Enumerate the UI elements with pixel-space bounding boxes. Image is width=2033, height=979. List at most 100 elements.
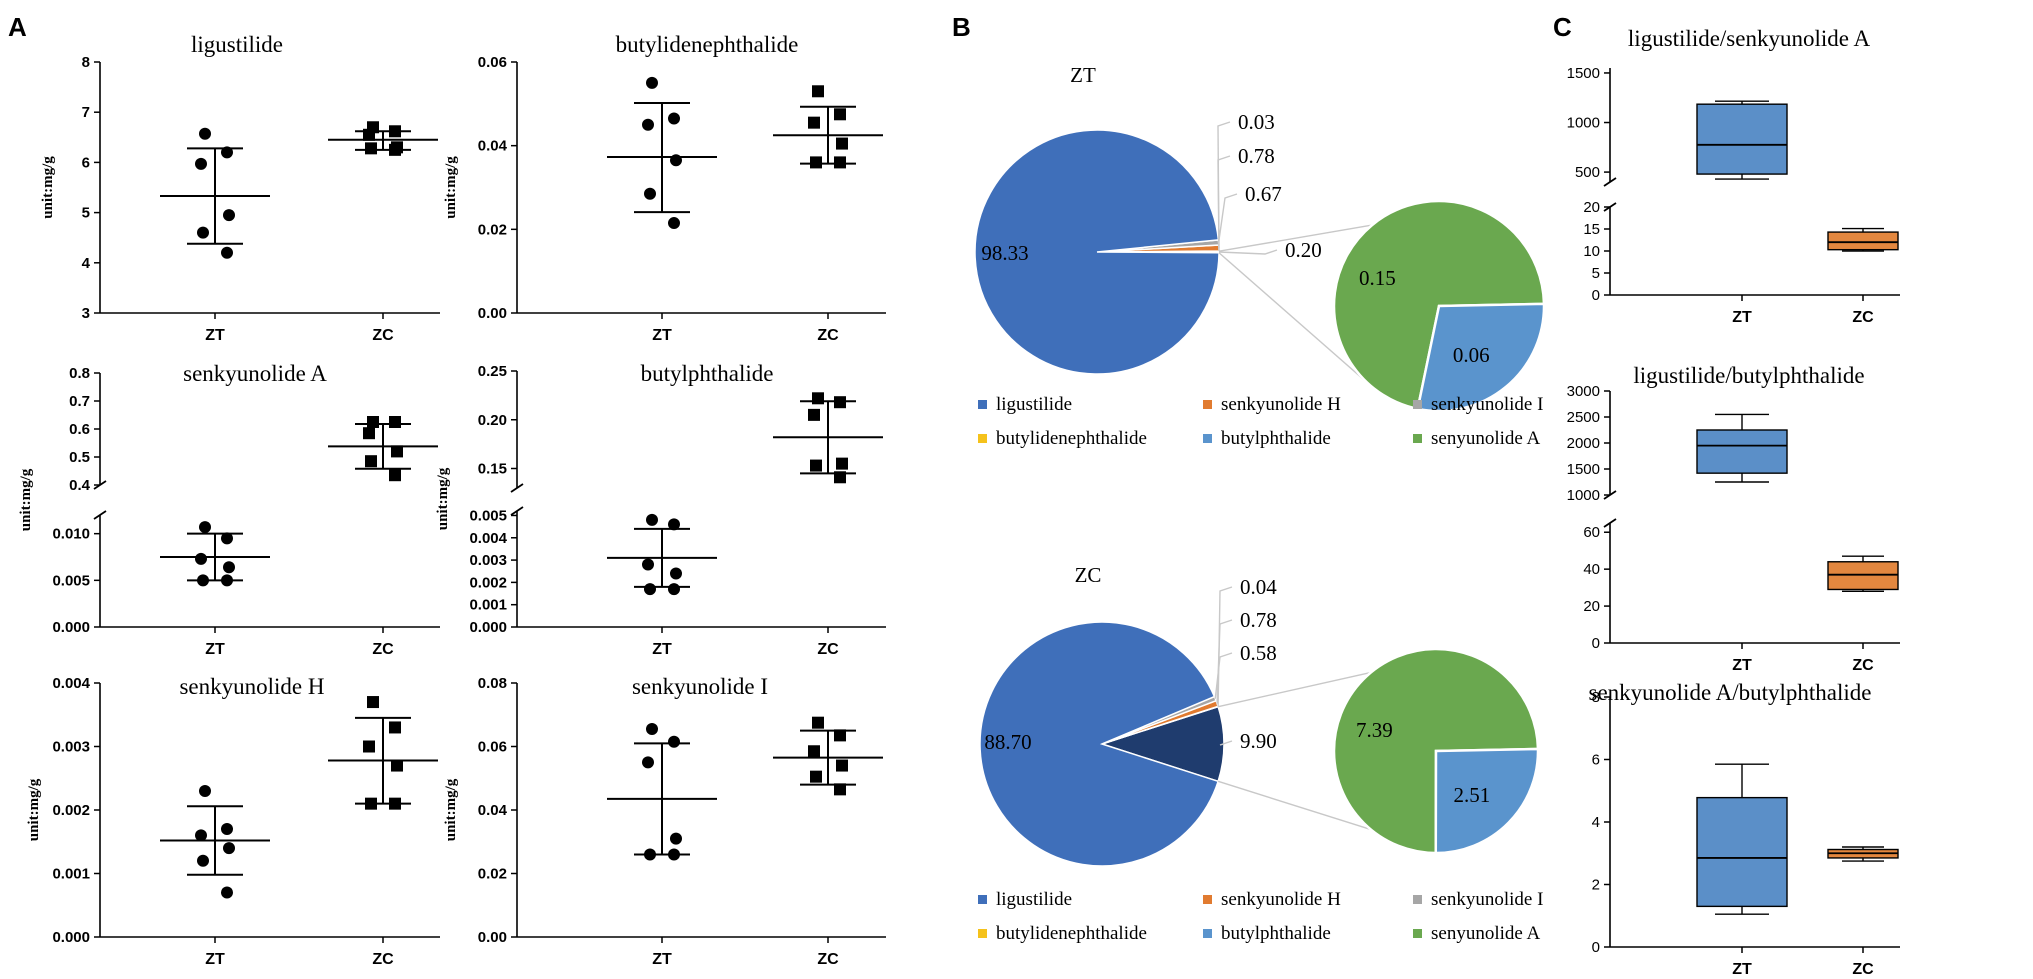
data-point: [642, 756, 654, 769]
legend-swatch: [978, 434, 987, 443]
y-tick-label: 0.20: [478, 412, 507, 429]
data-point: [668, 518, 680, 531]
data-point: [668, 735, 680, 748]
y-tick-label: 0.8: [69, 365, 90, 382]
box-chart-ratio3: senkyunolide A/butylphthalide 0 2 4 6 8 ZT ZC: [1589, 680, 1900, 978]
leader-line: [1218, 249, 1278, 255]
y-tick-label: 0.6: [69, 421, 90, 438]
axis-break-mark: [93, 510, 107, 520]
y-tick-label: 1500: [1567, 65, 1600, 82]
data-point: [223, 842, 235, 855]
legend-swatch: [978, 929, 987, 938]
legend-swatch: [978, 895, 987, 904]
leader-line: [1219, 740, 1233, 746]
chart-title: butylphthalide: [641, 361, 774, 386]
data-point: [810, 770, 822, 783]
chart-title: senkyunolide A: [183, 361, 327, 386]
pie-slice-ligustilide: [974, 129, 1220, 375]
data-point: [836, 759, 848, 772]
legend-label: senkyunolide I: [1431, 889, 1543, 910]
leader-line: [1214, 652, 1233, 699]
y-tick-label: 0.003: [469, 552, 507, 569]
y-tick-label: 6: [1592, 752, 1600, 769]
scatter-chart-skI: senkyunolide I 0.00 0.02 0.04 0.06 0.08 unit:m…: [443, 674, 886, 968]
chart-title: ligustilide/butylphthalide: [1633, 363, 1864, 388]
data-point: [834, 156, 846, 169]
x-tick-label: ZT: [652, 327, 672, 344]
legend-swatch: [1203, 434, 1212, 443]
y-tick-label: 0.7: [69, 393, 90, 410]
data-point: [808, 408, 820, 421]
y-tick-label: 1500: [1567, 461, 1600, 478]
box: [1827, 561, 1899, 591]
data-point: [642, 118, 654, 131]
data-point: [644, 187, 656, 200]
panel-letter-b: B: [952, 12, 971, 42]
data-point: [670, 832, 682, 845]
data-point: [199, 127, 211, 140]
axis-break-mark: [1603, 518, 1617, 528]
data-point: [834, 729, 846, 742]
axis-break-mark: [510, 483, 524, 493]
panel-letter-a: A: [8, 12, 27, 42]
data-point: [391, 759, 403, 772]
legend-label: senkyunolide H: [1221, 889, 1341, 910]
pie-legend: ligustilide senkyunolide H senkyunolide I b…: [978, 889, 1543, 944]
legend-label: ligustilide: [996, 394, 1072, 415]
y-tick-label: 0.25: [478, 363, 507, 380]
leader-line: [1217, 586, 1233, 707]
scatter-chart-bp: butylphthalide 0.000 0.001 0.002 0.003 0.004 0…: [435, 361, 886, 658]
legend-swatch: [1413, 434, 1422, 443]
y-tick-label: 0.004: [52, 675, 90, 692]
y-tick-label: 40: [1583, 561, 1600, 578]
box: [1696, 103, 1788, 175]
y-tick-label: 8: [82, 54, 90, 71]
data-point: [365, 142, 377, 155]
pie-value-label: 9.90: [1240, 729, 1277, 753]
y-tick-label: 4: [82, 255, 91, 272]
y-tick-label: 3: [82, 305, 90, 322]
y-tick-label: 2: [1592, 877, 1600, 894]
y-tick-label: 0.00: [478, 929, 507, 946]
data-point: [221, 246, 233, 259]
pie-chart-pieZC: ZC 88.70 0.04 0.78 0.58 9.90 7.39 2.51: [979, 563, 1540, 867]
chart-title: ligustilide/senkyunolide A: [1628, 26, 1871, 51]
legend-label: butylphthalide: [1221, 428, 1331, 449]
pie-chart-pieZT: ZT 98.33 0.03 0.78 0.67 0.20 0.15 0.06: [974, 63, 1546, 413]
data-point: [365, 455, 377, 468]
data-point: [221, 886, 233, 899]
y-axis-label: unit:mg/g: [435, 467, 451, 530]
subpie-connector: [1217, 671, 1372, 708]
y-tick-label: 15: [1583, 221, 1600, 238]
box: [1827, 231, 1899, 251]
y-tick-label: 0.15: [478, 461, 507, 478]
subpie-slice-butylphthalide: [1416, 302, 1546, 413]
y-tick-label: 0: [1592, 635, 1600, 652]
y-tick-label: 2500: [1567, 409, 1600, 426]
subpie-connector: [1217, 780, 1372, 831]
data-point: [836, 457, 848, 470]
pie-value-label: 0.67: [1245, 182, 1282, 206]
y-tick-label: 0.004: [469, 530, 507, 547]
x-tick-label: ZT: [1732, 309, 1752, 326]
box: [1696, 429, 1788, 474]
subpie-value-label: 2.51: [1454, 783, 1491, 807]
scatter-chart-skA: senkyunolide A 0.000 0.005 0.010 0.4 0.5 0.6 0.…: [18, 361, 440, 658]
data-point: [389, 416, 401, 428]
y-tick-label: 0.005: [469, 507, 507, 524]
y-axis-label: unit:mg/g: [26, 778, 42, 841]
data-point: [195, 157, 207, 170]
y-tick-label: 20: [1583, 598, 1600, 615]
data-point: [836, 137, 848, 150]
x-tick-label: ZC: [372, 641, 394, 658]
y-axis-label: unit:mg/g: [40, 156, 56, 219]
data-point: [834, 783, 846, 796]
data-point: [646, 76, 658, 89]
subpie-value-label: 7.39: [1356, 718, 1393, 742]
data-point: [221, 823, 233, 836]
x-tick-label: ZT: [205, 951, 225, 968]
y-tick-label: 0.005: [52, 572, 90, 589]
axis-break-mark: [510, 506, 524, 516]
data-point: [363, 427, 375, 440]
